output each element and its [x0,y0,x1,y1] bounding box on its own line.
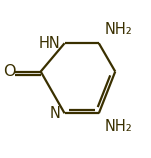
Text: N: N [49,106,60,121]
Text: O: O [3,64,15,79]
Text: NH₂: NH₂ [105,22,133,37]
Text: HN: HN [38,36,60,51]
Text: NH₂: NH₂ [105,119,133,134]
